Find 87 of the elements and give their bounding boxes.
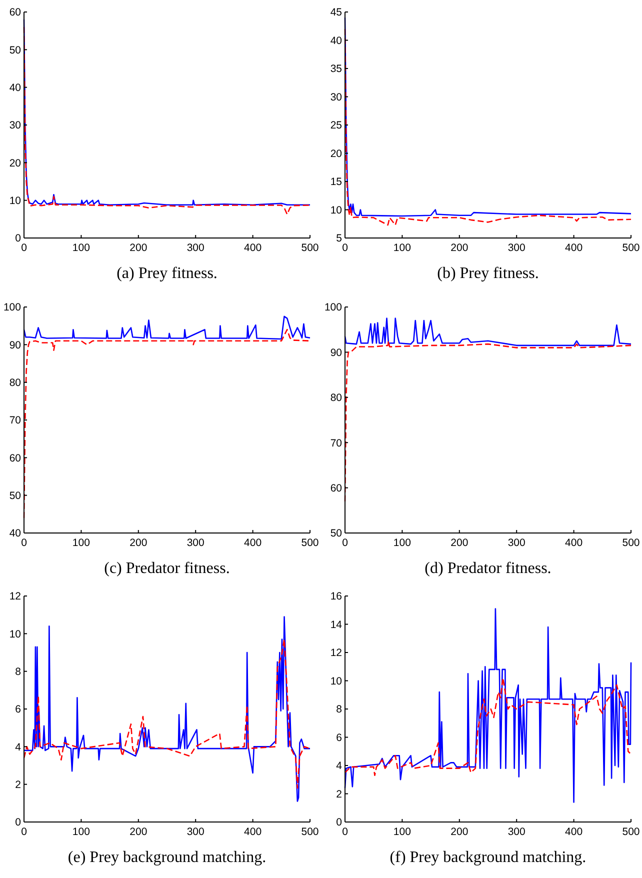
y-tick-label: 6	[336, 732, 342, 744]
y-tick-label: 15	[330, 176, 342, 188]
text: (b) Prey fitness.	[437, 265, 539, 282]
y-tick-label: 40	[9, 82, 22, 94]
y-tick-label: 35	[330, 63, 342, 76]
x-tick-label: 400	[565, 826, 583, 838]
y-tick-label: 8	[15, 666, 22, 678]
x-tick-label: 200	[130, 242, 148, 254]
y-tick-label: 10	[9, 628, 22, 640]
x-tick-label: 400	[565, 537, 583, 549]
y-tick-label: 50	[9, 490, 22, 502]
x-tick-label: 400	[244, 242, 262, 254]
y-tick-label: 16	[330, 590, 342, 603]
y-tick-label: 0	[15, 816, 22, 829]
x-tick-label: 200	[130, 537, 148, 549]
y-tick-label: 10	[330, 204, 342, 216]
x-tick-label: 100	[393, 537, 412, 549]
y-tick-label: 80	[330, 392, 342, 404]
x-tick-label: 300	[508, 826, 526, 838]
y-tick-label: 90	[330, 346, 342, 359]
y-tick-label: 12	[330, 647, 342, 660]
x-tick-label: 100	[393, 826, 412, 838]
y-tick-label: 50	[9, 44, 22, 56]
y-tick-label: 20	[330, 148, 342, 160]
line-series	[23, 616, 311, 802]
y-tick-label: 0	[15, 232, 22, 245]
y-tick-label: 70	[9, 414, 22, 427]
x-tick-label: 500	[622, 242, 640, 254]
line-series	[23, 316, 311, 340]
x-tick-label: 400	[244, 826, 262, 838]
text: (c) Predator fitness.	[104, 560, 230, 577]
x-tick-label: 300	[186, 242, 205, 254]
x-tick-label: 300	[186, 537, 205, 549]
x-tick-label: 400	[244, 537, 262, 549]
x-tick-label: 200	[130, 826, 148, 838]
x-tick-label: 100	[72, 537, 90, 549]
y-tick-label: 50	[330, 528, 342, 540]
y-tick-label: 45	[330, 6, 342, 19]
x-tick-label: 300	[508, 537, 526, 549]
line-series	[344, 677, 632, 776]
x-tick-label: 200	[450, 826, 468, 838]
line-series	[344, 608, 632, 803]
y-tick-label: 90	[9, 339, 22, 352]
y-tick-label: 100	[3, 302, 22, 314]
y-tick-label: 14	[330, 618, 342, 631]
x-tick-label: 100	[72, 826, 90, 838]
y-tick-label: 6	[15, 704, 22, 716]
y-tick-label: 80	[9, 377, 22, 390]
y-tick-label: 100	[324, 302, 342, 314]
x-tick-label: 300	[508, 242, 526, 254]
x-tick-label: 200	[450, 537, 468, 549]
x-tick-label: 500	[301, 826, 319, 838]
text: (d) Predator fitness.	[424, 560, 552, 577]
text: (f) Prey background matching.	[390, 849, 586, 866]
x-tick-label: 100	[72, 242, 90, 254]
y-tick-label: 60	[9, 452, 22, 464]
y-tick-label: 12	[9, 590, 22, 603]
x-tick-label: 500	[622, 537, 640, 549]
text: (e) Prey background matching.	[68, 849, 266, 866]
y-tick-label: 10	[330, 675, 342, 688]
y-tick-label: 25	[330, 120, 342, 132]
y-tick-label: 40	[9, 528, 22, 540]
text: (a) Prey fitness.	[116, 265, 218, 282]
y-tick-label: 4	[15, 741, 22, 754]
y-tick-label: 2	[15, 779, 22, 792]
y-tick-label: 4	[336, 760, 342, 772]
x-tick-label: 400	[565, 242, 583, 254]
y-tick-label: 0	[336, 816, 342, 829]
y-tick-label: 10	[9, 195, 22, 208]
x-tick-label: 500	[301, 537, 319, 549]
y-tick-label: 70	[330, 437, 342, 450]
x-tick-label: 500	[301, 242, 319, 254]
line-series	[23, 638, 311, 789]
line-series	[344, 318, 632, 346]
x-tick-label: 200	[450, 242, 468, 254]
y-tick-label: 8	[336, 704, 342, 716]
y-tick-label: 30	[330, 91, 342, 104]
y-tick-label: 60	[330, 482, 342, 494]
y-tick-label: 2	[336, 788, 342, 800]
x-tick-label: 300	[186, 826, 205, 838]
x-tick-label: 100	[393, 242, 412, 254]
y-tick-label: 60	[9, 6, 22, 19]
y-tick-label: 30	[9, 120, 22, 132]
y-tick-label: 20	[9, 157, 22, 170]
y-tick-label: 40	[330, 34, 342, 47]
x-tick-label: 500	[622, 826, 640, 838]
y-tick-label: 5	[336, 232, 342, 245]
